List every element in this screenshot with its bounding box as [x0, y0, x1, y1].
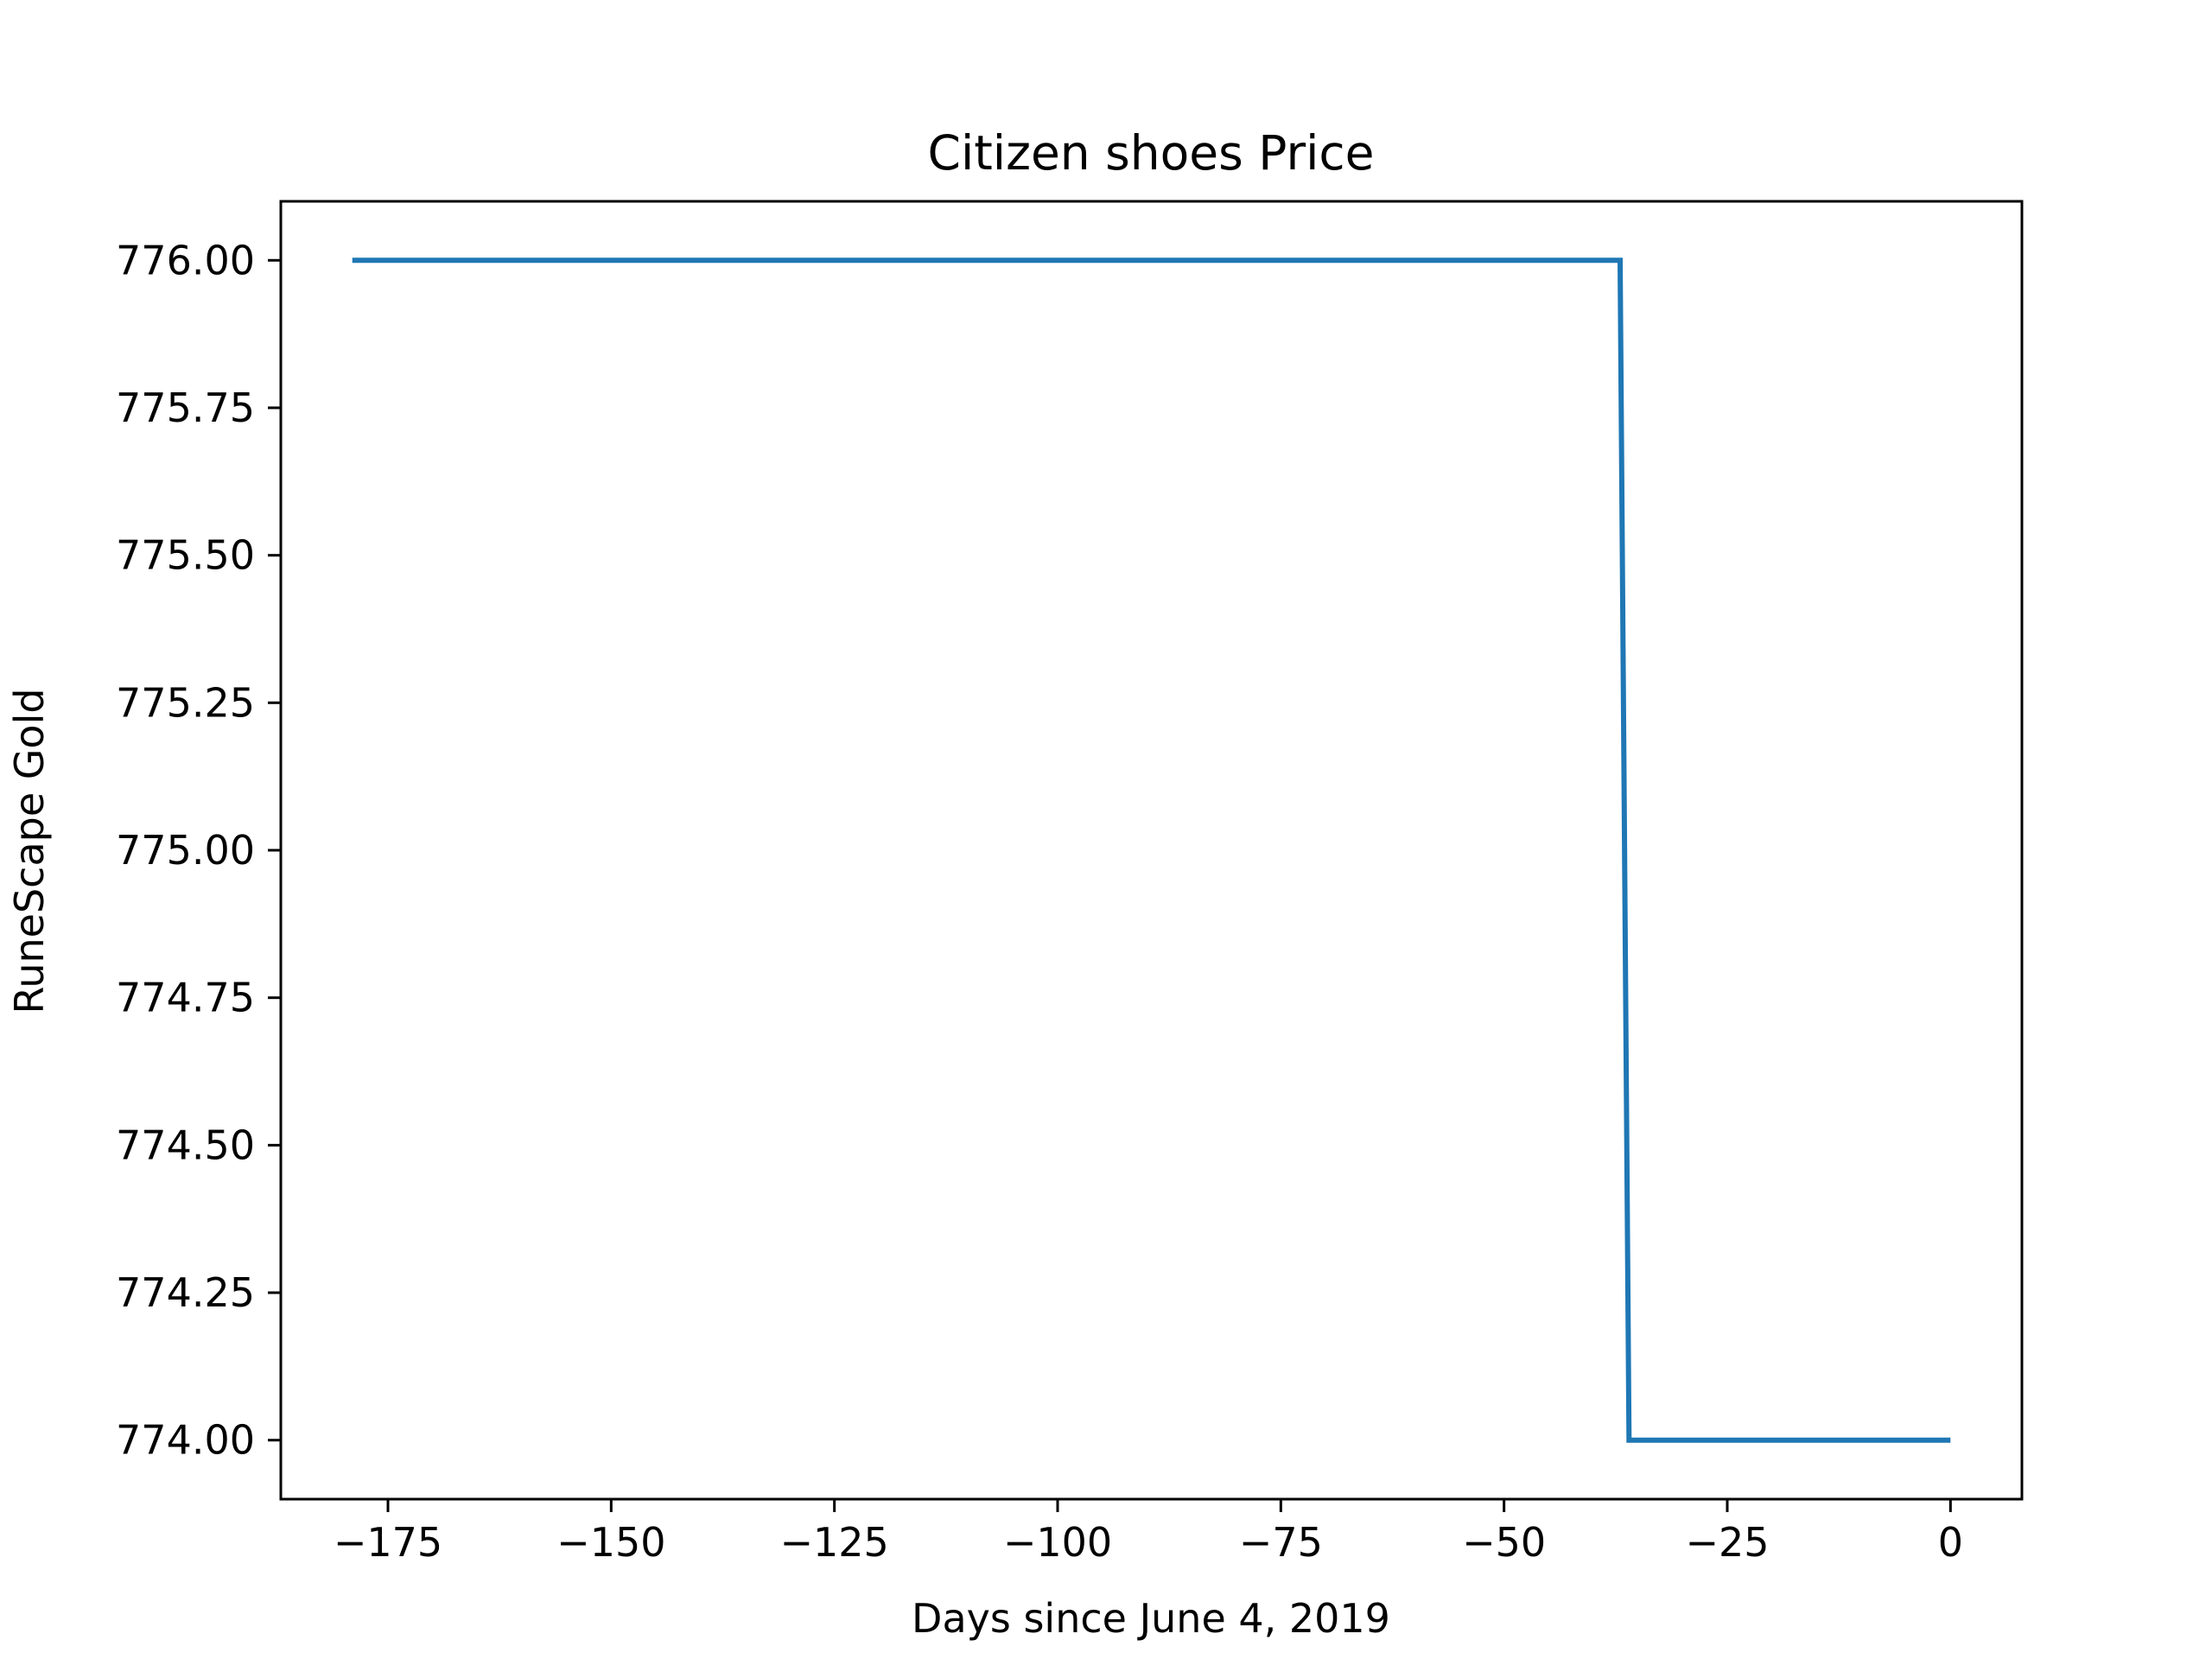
axes-frame: [279, 200, 2024, 1501]
y-tick-label: 774.00: [116, 1417, 255, 1464]
plot-area: [352, 257, 1951, 1443]
x-tick-label: −50: [1462, 1519, 1546, 1566]
y-tick-label: 774.75: [116, 975, 255, 1021]
y-tick-label: 774.25: [116, 1269, 255, 1316]
x-tick-label: −100: [1003, 1519, 1112, 1566]
x-tick-label: 0: [1938, 1519, 1963, 1566]
y-tick-label: 775.25: [116, 679, 255, 726]
y-axis: 774.00 774.25 774.50 774.75 775.00 775.25 775.…: [116, 237, 281, 1464]
x-axis: −175 −150 −125 −100 −75 −50 −25 0: [334, 1499, 1963, 1566]
price-series-line: [352, 257, 1951, 1443]
y-tick-label: 775.50: [116, 532, 255, 579]
y-tick-label: 776.00: [116, 237, 255, 283]
chart-title: Citizen shoes Price: [928, 125, 1375, 181]
y-tick-label: 775.75: [116, 385, 255, 431]
x-tick-label: −75: [1239, 1519, 1323, 1566]
y-tick-label: 775.00: [116, 827, 255, 874]
x-axis-label: Days since June 4, 2019: [912, 1595, 1390, 1642]
x-tick-label: −150: [556, 1519, 665, 1566]
x-tick-label: −125: [779, 1519, 888, 1566]
y-tick-label: 774.50: [116, 1122, 255, 1168]
x-tick-label: −25: [1685, 1519, 1769, 1566]
x-tick-label: −175: [334, 1519, 442, 1566]
y-axis-label: RuneScape Gold: [6, 688, 53, 1014]
